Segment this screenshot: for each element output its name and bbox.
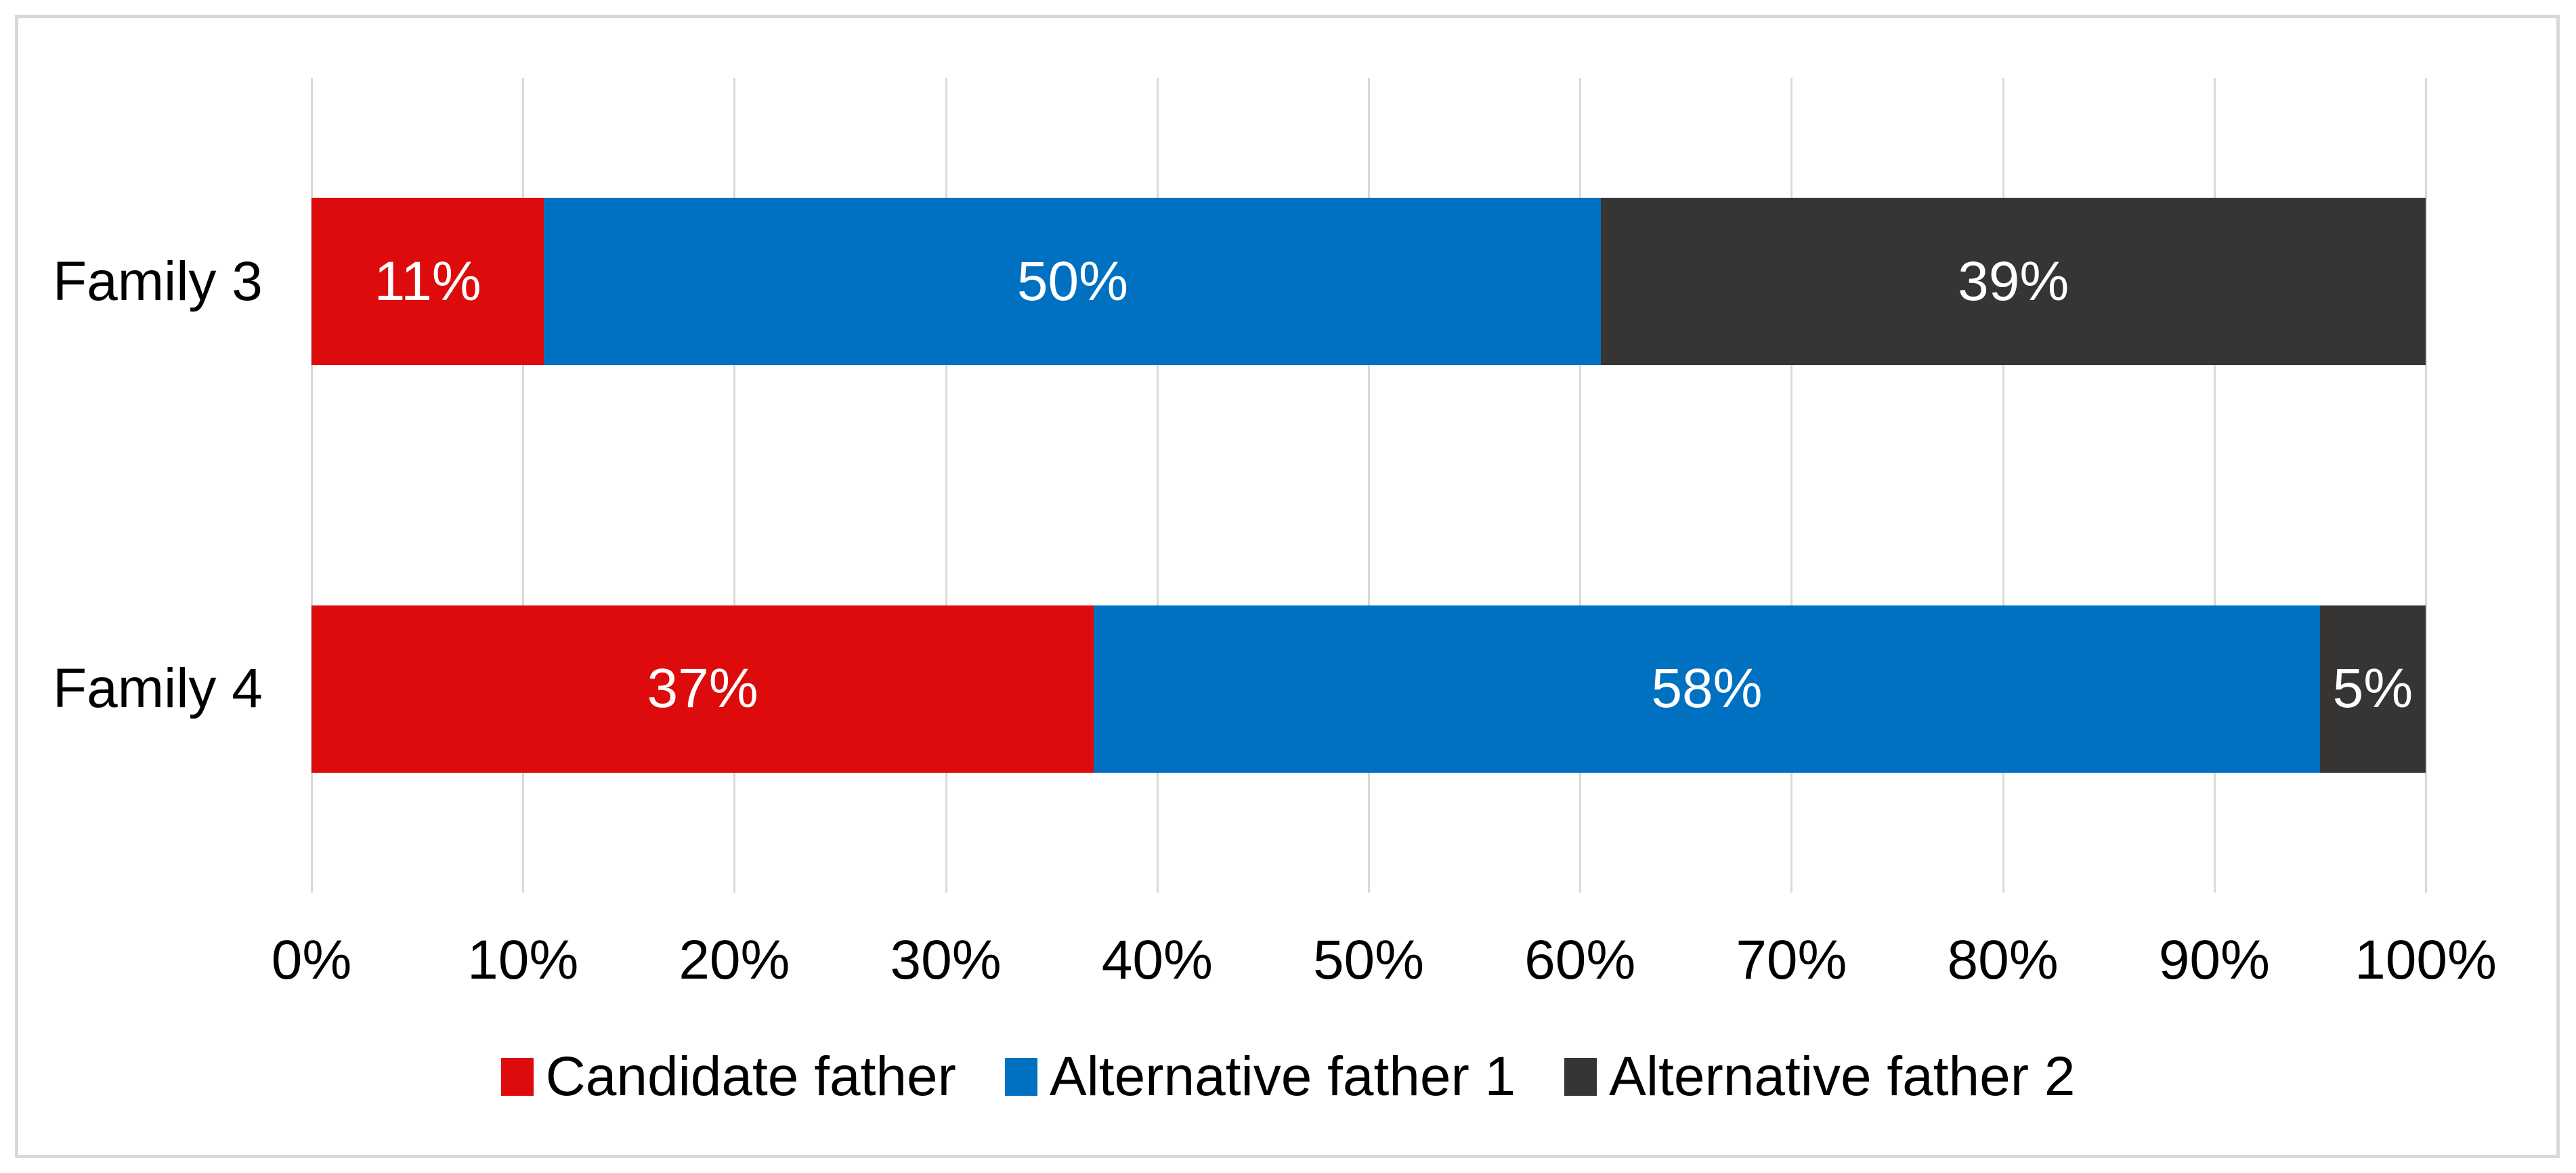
x-axis-tick-label: 100%: [2355, 929, 2497, 991]
gridline: [1579, 78, 1582, 893]
gridline: [1368, 78, 1370, 893]
gridline: [522, 78, 525, 893]
legend-label: Alternative father 2: [1609, 1046, 2076, 1107]
bar-value-label: 39%: [1958, 250, 2069, 312]
gridline: [945, 78, 947, 893]
legend-swatch: [1564, 1058, 1597, 1096]
bar-value-label: 5%: [2332, 658, 2413, 720]
gridline: [1156, 78, 1159, 893]
gridline: [311, 78, 313, 893]
bar-segment: 37%: [312, 605, 1094, 773]
bar-segment: 58%: [1094, 605, 2320, 773]
x-axis-tick-label: 70%: [1736, 929, 1847, 991]
legend-item: Alternative father 1: [1004, 1044, 1516, 1109]
gridline: [2002, 78, 2004, 893]
x-axis-tick-label: 90%: [2158, 929, 2270, 991]
bar-row: 11% 50% 39%: [312, 198, 2426, 366]
x-axis-tick-label: 60%: [1524, 929, 1636, 991]
bar-value-label: 58%: [1651, 658, 1763, 720]
bar-segment: 50%: [544, 198, 1602, 366]
gridline: [1790, 78, 1793, 893]
x-axis-tick-label: 20%: [679, 929, 790, 991]
legend: Candidate father Alternative father 1 Alte…: [0, 1044, 2576, 1109]
bar-value-label: 11%: [374, 250, 481, 312]
gridline: [2425, 78, 2427, 893]
gridline: [2213, 78, 2216, 893]
gridline: [733, 78, 736, 893]
legend-label: Candidate father: [545, 1046, 956, 1107]
x-axis-tick-label: 10%: [467, 929, 579, 991]
plot-area: 11% 50% 39% 37% 58% 5%: [311, 78, 2427, 893]
x-axis-tick-label: 50%: [1312, 929, 1425, 991]
x-axis-tick-label: 0%: [271, 929, 352, 991]
bar-value-label: 37%: [647, 658, 758, 720]
bar-row: 37% 58% 5%: [312, 605, 2426, 773]
legend-item: Candidate father: [500, 1044, 956, 1109]
legend-label: Alternative father 1: [1049, 1046, 1516, 1107]
bar-value-label: 50%: [1016, 250, 1128, 312]
legend-item: Alternative father 2: [1564, 1044, 2075, 1109]
legend-swatch: [1004, 1058, 1037, 1096]
bar-segment: 39%: [1601, 198, 2426, 366]
x-axis-tick-label: 30%: [890, 929, 1002, 991]
legend-swatch: [500, 1058, 534, 1096]
category-label: Family 3: [53, 250, 263, 312]
bar-segment: 11%: [312, 198, 544, 366]
x-axis-tick-label: 40%: [1101, 929, 1213, 991]
category-label: Family 4: [53, 658, 263, 720]
x-axis-tick-label: 80%: [1947, 929, 2059, 991]
bar-segment: 5%: [2319, 605, 2426, 773]
